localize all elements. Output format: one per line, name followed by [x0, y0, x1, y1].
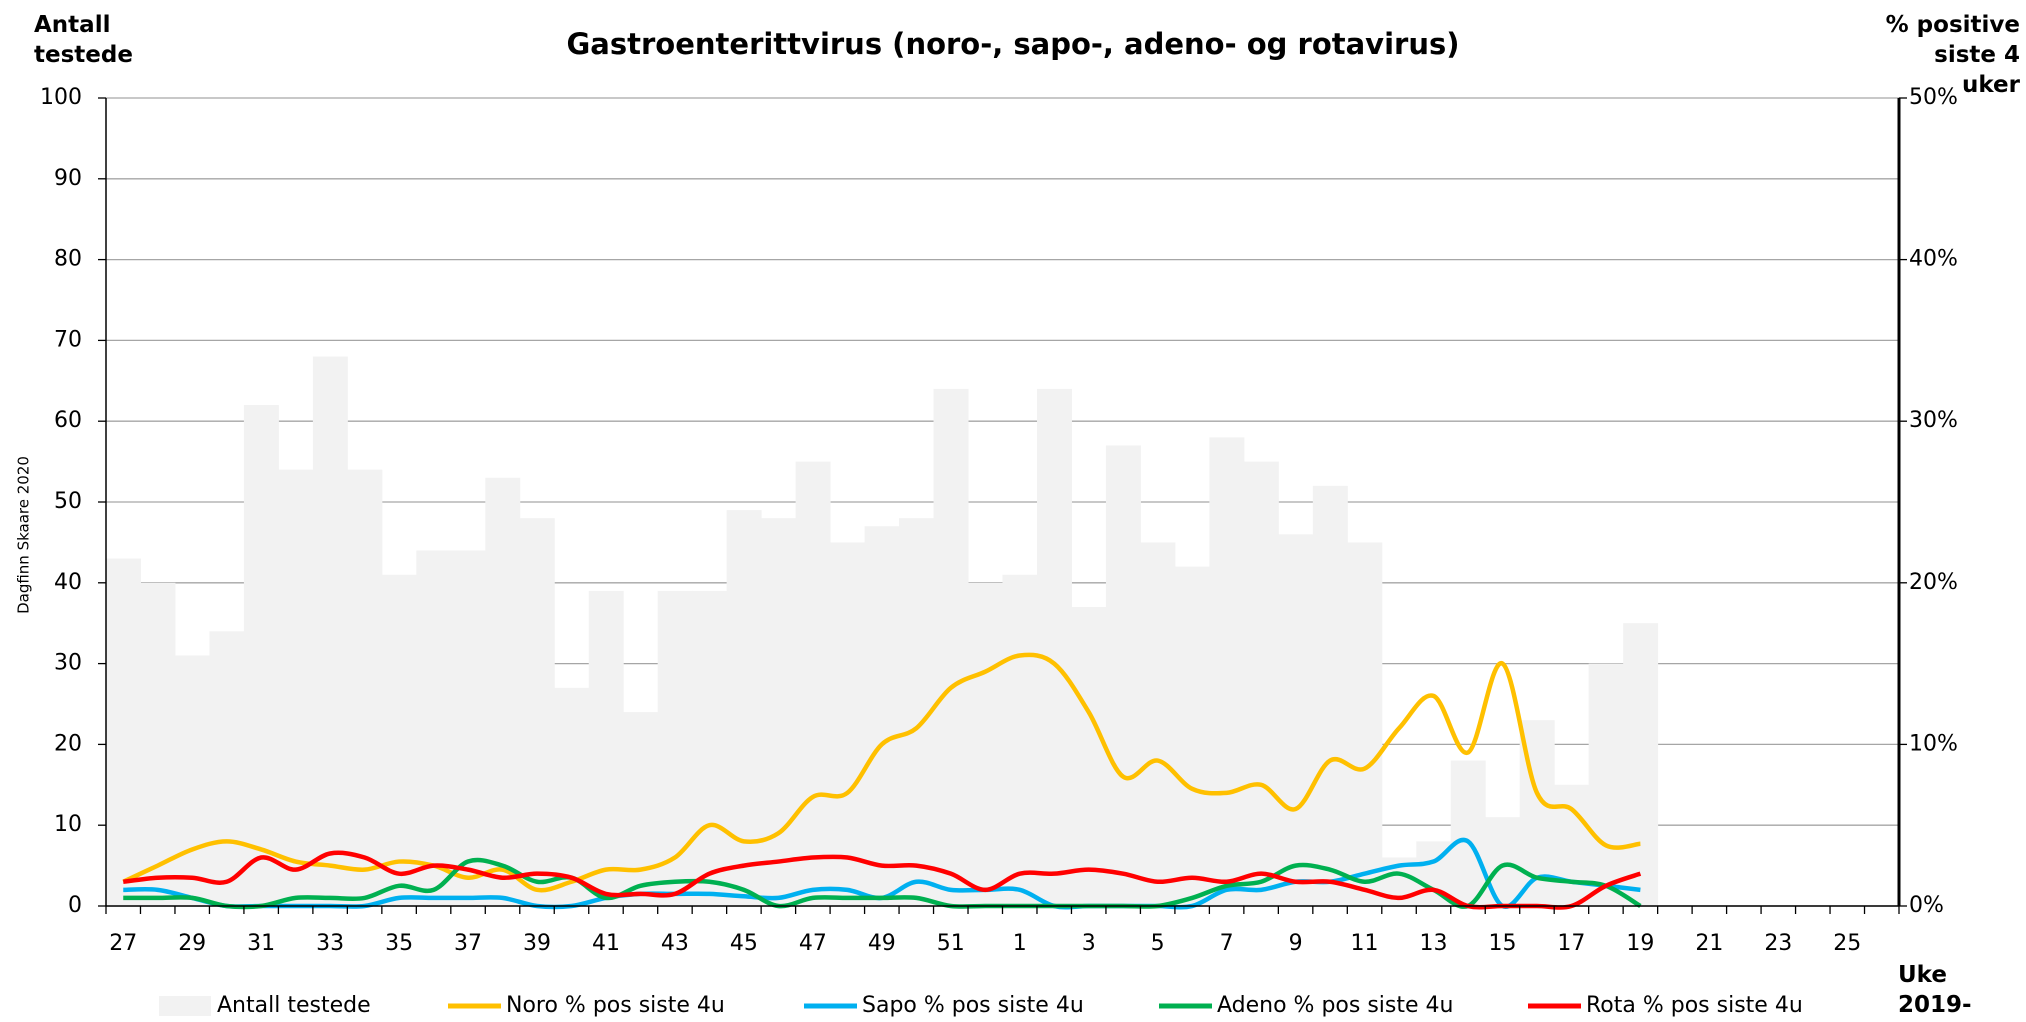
x-tick-label: 41	[592, 931, 620, 956]
bar	[106, 558, 141, 906]
y2-tick-label: 50%	[1909, 85, 1958, 110]
x-tick-label: 39	[523, 931, 551, 956]
x-tick-label: 37	[454, 931, 482, 956]
x-tick-label: 1	[1013, 931, 1027, 956]
x-tick-label: 17	[1557, 931, 1585, 956]
y-tick-label: 90	[54, 166, 82, 191]
legend-label: Noro % pos siste 4u	[506, 993, 725, 1018]
x-tick-label: 29	[178, 931, 206, 956]
x-tick-label: 11	[1351, 931, 1379, 956]
x-tick-label: 23	[1764, 931, 1792, 956]
y-axis-label: Antall testede	[34, 12, 133, 68]
y2-tick-label: 10%	[1909, 731, 1958, 756]
bar	[1588, 663, 1624, 906]
bar	[519, 518, 555, 906]
bar	[1071, 607, 1107, 906]
x-tick-label: 27	[109, 931, 137, 956]
x-tick-label: 45	[730, 931, 758, 956]
x-tick-label: 15	[1488, 931, 1516, 956]
bar	[864, 526, 900, 906]
bar	[588, 590, 624, 906]
bar	[1002, 574, 1038, 906]
legend-label: Adeno % pos siste 4u	[1217, 993, 1453, 1018]
bar	[1243, 461, 1279, 906]
bar	[1036, 388, 1072, 906]
x-tick-label: 49	[868, 931, 896, 956]
bar	[657, 590, 693, 906]
bar	[381, 574, 417, 906]
line	[123, 857, 1642, 910]
y-tick-label: 10	[54, 812, 82, 837]
x-tick-label: 7	[1220, 931, 1234, 956]
bar	[174, 655, 210, 906]
legend-swatch	[159, 996, 211, 1016]
x-tick-label: 33	[316, 931, 344, 956]
bar	[209, 631, 245, 906]
x-tick-label: 25	[1833, 931, 1861, 956]
bar	[795, 461, 831, 906]
bar	[968, 582, 1003, 906]
x-tick-label: 21	[1695, 931, 1723, 956]
bar	[554, 687, 590, 906]
x-tick-label: 43	[661, 931, 689, 956]
x-tick-label: 47	[799, 931, 827, 956]
x-tick-label: 31	[247, 931, 275, 956]
y-tick-label: 50	[54, 489, 82, 514]
y2-tick-label: 30%	[1909, 408, 1958, 433]
bar	[243, 405, 279, 906]
bar	[278, 469, 314, 906]
bar	[1485, 817, 1521, 906]
y-tick-label: 80	[54, 247, 82, 272]
bar	[1174, 566, 1210, 906]
bar	[1623, 623, 1659, 906]
x-tick-label: 5	[1151, 931, 1165, 956]
bar	[726, 510, 762, 906]
legend-label: Antall testede	[217, 993, 371, 1018]
x-tick-label: 3	[1082, 931, 1096, 956]
x-tick-label: 51	[937, 931, 965, 956]
y-tick-label: 100	[40, 85, 82, 110]
x-tick-label: 35	[385, 931, 413, 956]
x-tick-label: 9	[1289, 931, 1303, 956]
x-tick-label: 13	[1420, 931, 1448, 956]
bar	[1347, 542, 1383, 906]
x-tick-label: 19	[1626, 931, 1654, 956]
line	[122, 850, 1642, 910]
y2-tick-label: 40%	[1909, 247, 1958, 272]
bar	[140, 582, 176, 906]
bar	[347, 469, 383, 906]
y2-tick-label: 0%	[1909, 893, 1944, 918]
bar	[1554, 784, 1590, 906]
bar	[312, 356, 348, 906]
y-tick-label: 70	[54, 327, 82, 352]
bar	[1450, 760, 1486, 906]
y-tick-label: 40	[54, 570, 82, 595]
y-tick-label: 20	[54, 731, 82, 756]
bar	[830, 542, 866, 906]
y2-tick-label: 20%	[1909, 570, 1958, 595]
y-tick-label: 60	[54, 408, 82, 433]
y2-axis-label: % positive siste 4 uker	[1885, 12, 2020, 98]
bar	[1312, 485, 1348, 906]
bar	[1278, 534, 1314, 906]
bar	[485, 477, 521, 906]
y-tick-label: 0	[68, 893, 82, 918]
legend-label: Sapo % pos siste 4u	[862, 993, 1084, 1018]
bar	[1140, 542, 1176, 906]
bar	[692, 590, 728, 906]
watermark: Dagfinn Skaare 2020	[15, 456, 33, 614]
bar	[450, 550, 486, 906]
bar	[1209, 437, 1245, 906]
x-axis-label: Uke 2019-2020	[1898, 962, 1972, 1018]
chart-title: Gastroenterittvirus (noro-, sapo-, adeno…	[567, 27, 1460, 61]
legend-label: Rota % pos siste 4u	[1586, 993, 1803, 1018]
bar	[623, 712, 659, 906]
bar	[933, 388, 969, 906]
bar	[761, 518, 797, 906]
y-tick-label: 30	[54, 651, 82, 676]
bar	[416, 550, 452, 906]
bar	[1105, 445, 1141, 906]
